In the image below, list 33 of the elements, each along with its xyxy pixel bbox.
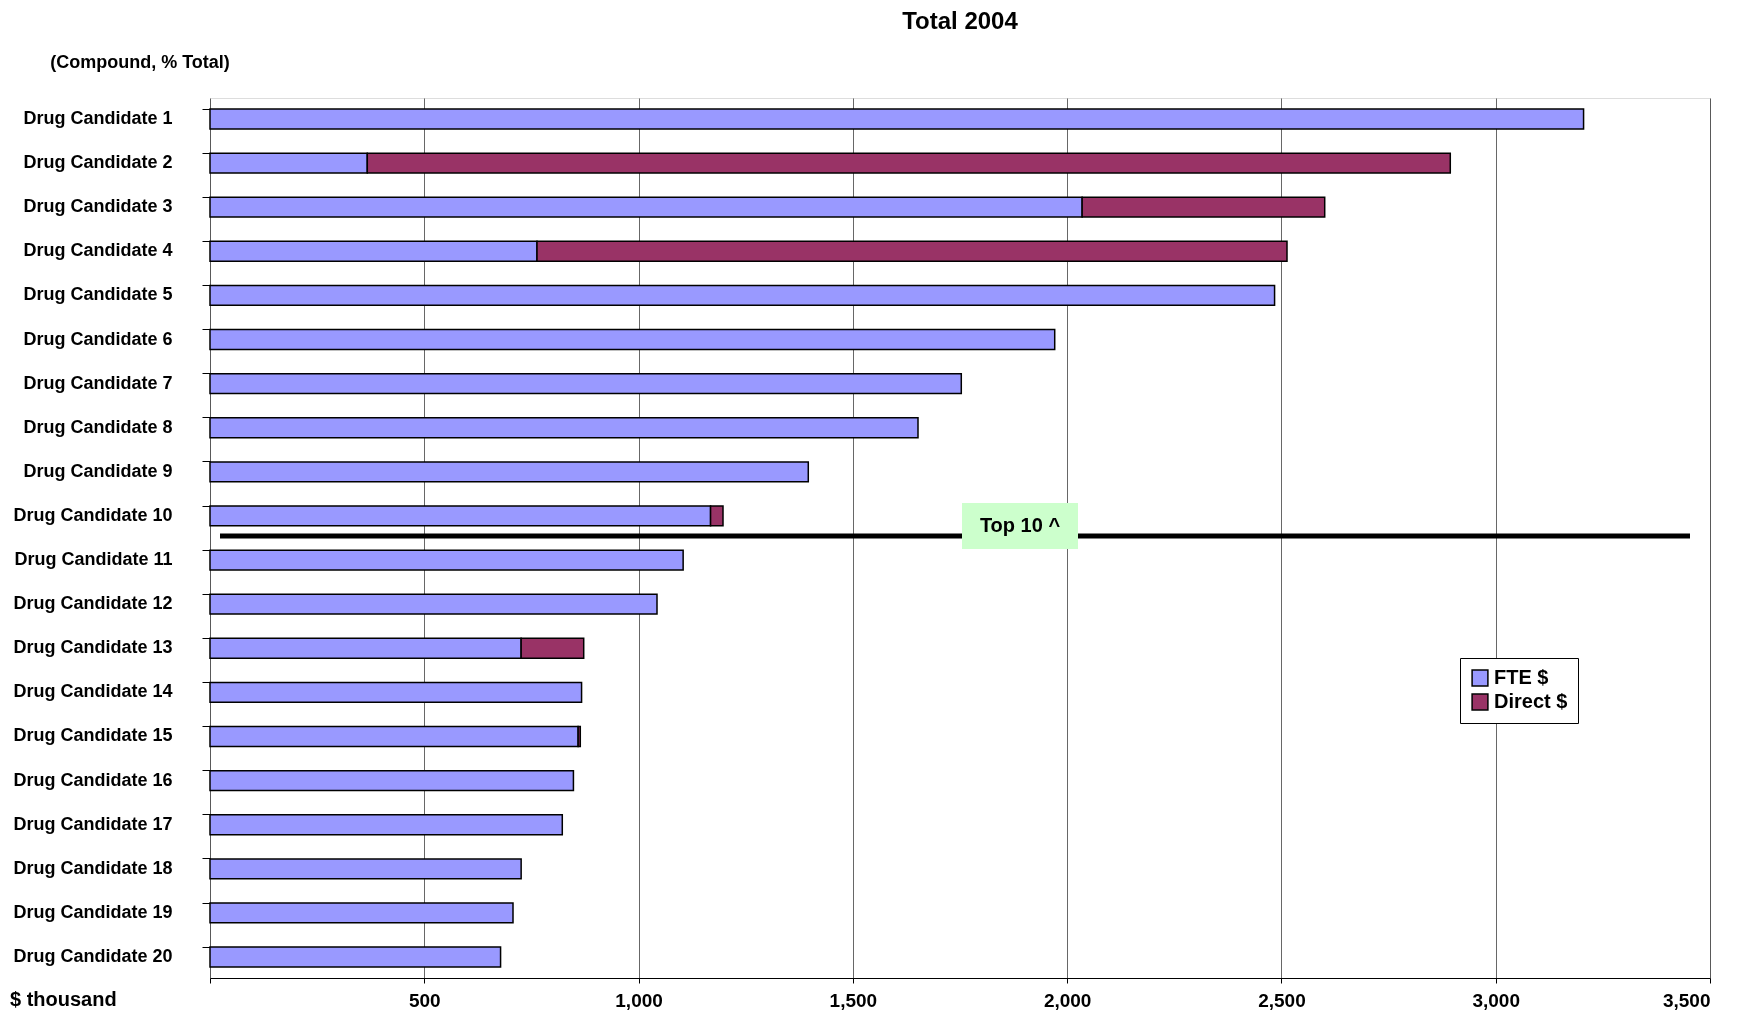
y-tick-label: Drug Candidate 5 [23,284,173,305]
y-tick-label: Drug Candidate 3 [23,196,173,217]
y-tick-label: Drug Candidate 15 [13,725,173,746]
y-tick-label: Drug Candidate 6 [23,328,173,349]
y-axis-title: (Compound, % Total) [50,52,230,72]
y-tick-label: Drug Candidate 8 [23,416,173,437]
x-tick-label: 2,000 [1043,989,1092,1011]
legend-label: Direct $ [1494,690,1568,712]
y-tick-label: Drug Candidate 12 [13,593,173,614]
y-tick-label: Drug Candidate 14 [13,681,173,702]
y-tick-label: Drug Candidate 10 [13,504,173,525]
y-tick-label: Drug Candidate 13 [13,637,173,658]
y-tick-label: Drug Candidate 16 [13,769,173,790]
x-tick-label: 1,500 [829,989,878,1011]
y-tick-label: Drug Candidate 17 [13,813,173,834]
legend-label: FTE $ [1494,666,1549,688]
y-tick-label: Drug Candidate 11 [14,549,173,570]
x-tick-label: 1,000 [615,989,663,1011]
x-axis-title: $ thousand [10,988,117,1010]
y-tick-label: Drug Candidate 19 [13,901,173,922]
y-tick-label: Drug Candidate 9 [23,460,173,481]
x-tick-label: 2,500 [1258,989,1306,1011]
x-tick-label: 3,000 [1472,989,1520,1011]
y-tick-label: Drug Candidate 2 [23,152,173,173]
y-tick-label: Drug Candidate 1 [23,107,173,128]
y-tick-label: Drug Candidate 18 [13,857,173,878]
chart-title: Total 2004 [902,7,1019,34]
y-tick-label: Drug Candidate 4 [23,240,173,261]
y-tick-label: Drug Candidate 7 [23,372,173,393]
y-tick-label: Drug Candidate 20 [13,946,173,967]
x-tick-label: 3,500 [1662,989,1711,1011]
ref-line-label: Top 10 ^ [979,513,1061,536]
x-tick-label: 500 [408,989,441,1011]
